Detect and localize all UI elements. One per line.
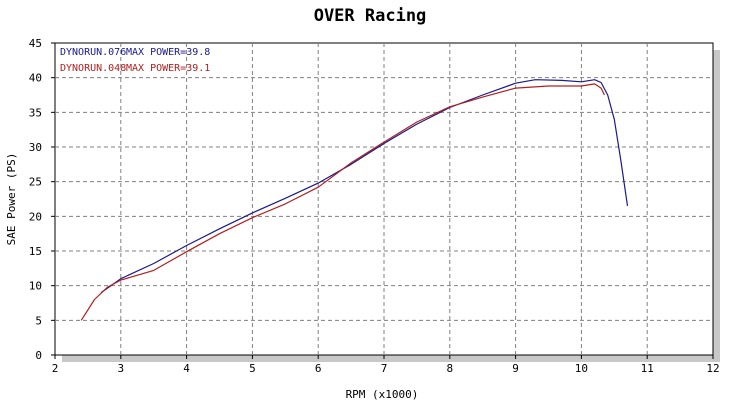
chart-title: OVER Racing xyxy=(314,6,427,26)
series-lines xyxy=(80,79,629,321)
legend-entry-2-max-power: MAX POWER=39.1 xyxy=(126,63,210,74)
series-line-1 xyxy=(100,79,629,294)
x-tick-label: 8 xyxy=(446,362,453,375)
y-tick-label: 5 xyxy=(35,314,42,327)
x-tick-label: 5 xyxy=(249,362,256,375)
y-tick-label: 25 xyxy=(29,176,42,189)
x-tick-label: 12 xyxy=(706,362,719,375)
y-tick-label: 45 xyxy=(29,37,42,50)
y-tick-label: 35 xyxy=(29,106,42,119)
legend-entry-2-name: DYNORUN.048 xyxy=(60,63,126,74)
legend: DYNORUN.076 MAX POWER=39.8 DYNORUN.048 M… xyxy=(60,47,210,74)
x-tick-label: 10 xyxy=(575,362,588,375)
legend-entry-1-name: DYNORUN.076 xyxy=(60,47,126,58)
y-axis-label: SAE Power (PS) xyxy=(5,153,18,246)
y-tick-label: 0 xyxy=(35,349,42,362)
grid-lines xyxy=(55,43,713,355)
y-tick-label: 20 xyxy=(29,210,42,223)
y-tick-label: 10 xyxy=(29,280,42,293)
y-axis-ticks: 0 5 10 15 20 25 30 35 40 45 xyxy=(29,37,55,362)
legend-entry-1-max-power: MAX POWER=39.8 xyxy=(126,47,210,58)
x-tick-label: 4 xyxy=(183,362,190,375)
y-tick-label: 15 xyxy=(29,245,42,258)
x-tick-label: 2 xyxy=(52,362,59,375)
x-tick-label: 9 xyxy=(512,362,519,375)
y-tick-label: 30 xyxy=(29,141,42,154)
x-axis-ticks: 2 3 4 5 6 7 8 9 10 11 12 xyxy=(52,355,720,375)
x-tick-label: 7 xyxy=(381,362,388,375)
x-tick-label: 11 xyxy=(641,362,654,375)
y-tick-label: 40 xyxy=(29,72,42,85)
x-axis-label: RPM (x1000) xyxy=(346,388,419,401)
x-tick-label: 3 xyxy=(117,362,124,375)
series-line-2 xyxy=(80,83,605,321)
x-tick-label: 6 xyxy=(315,362,322,375)
